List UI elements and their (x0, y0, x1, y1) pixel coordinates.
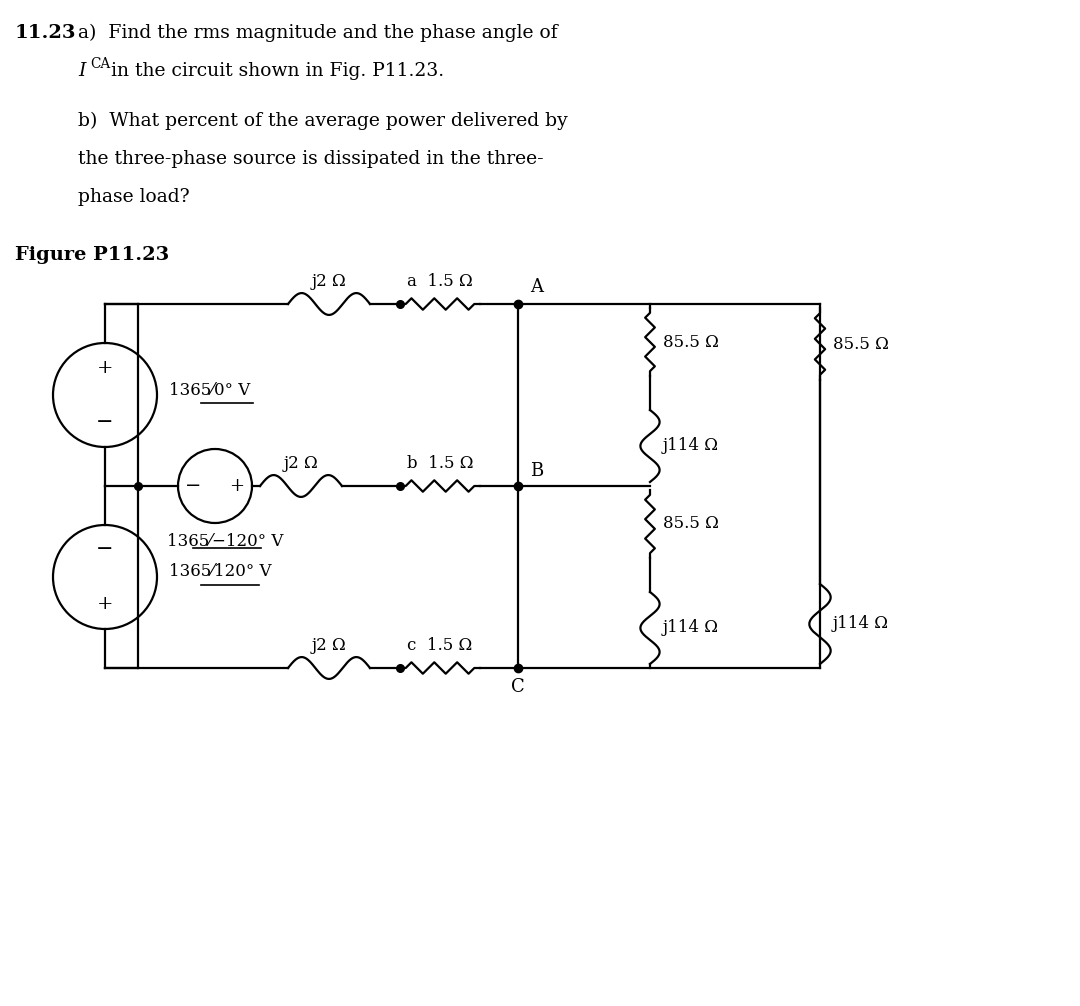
Text: 85.5 Ω: 85.5 Ω (833, 335, 889, 352)
Text: j2 Ω: j2 Ω (312, 273, 347, 290)
Text: 1365⁄−120° V: 1365⁄−120° V (166, 533, 283, 550)
Text: j2 Ω: j2 Ω (312, 637, 347, 654)
Text: 85.5 Ω: 85.5 Ω (663, 334, 719, 350)
Text: a)  Find the rms magnitude and the phase angle of: a) Find the rms magnitude and the phase … (78, 24, 557, 42)
Text: phase load?: phase load? (78, 188, 190, 206)
Text: C: C (511, 678, 525, 696)
Text: c  1.5 Ω: c 1.5 Ω (407, 637, 473, 654)
Text: +: + (97, 595, 113, 613)
Text: j114 Ω: j114 Ω (663, 620, 719, 637)
Text: I: I (78, 62, 85, 80)
Text: 1365⁄0° V: 1365⁄0° V (168, 381, 251, 398)
Text: B: B (530, 462, 543, 480)
Text: 11.23: 11.23 (15, 24, 77, 42)
Text: A: A (530, 278, 543, 296)
Text: in the circuit shown in Fig. P11.23.: in the circuit shown in Fig. P11.23. (105, 62, 444, 80)
Text: CA: CA (90, 57, 110, 71)
Text: −: − (96, 412, 113, 432)
Text: 85.5 Ω: 85.5 Ω (663, 515, 719, 532)
Text: b)  What percent of the average power delivered by: b) What percent of the average power del… (78, 112, 568, 130)
Text: +: + (229, 477, 244, 495)
Text: j114 Ω: j114 Ω (833, 616, 889, 633)
Text: +: + (97, 359, 113, 377)
Text: j114 Ω: j114 Ω (663, 438, 719, 455)
Text: 1365⁄120° V: 1365⁄120° V (168, 563, 271, 580)
Text: b  1.5 Ω: b 1.5 Ω (407, 455, 473, 472)
Text: −: − (96, 540, 113, 559)
Text: a  1.5 Ω: a 1.5 Ω (407, 273, 473, 290)
Text: the three-phase source is dissipated in the three-: the three-phase source is dissipated in … (78, 150, 543, 168)
Text: −: − (186, 477, 202, 495)
Text: j2 Ω: j2 Ω (284, 455, 319, 472)
Text: Figure P11.23: Figure P11.23 (15, 246, 170, 264)
